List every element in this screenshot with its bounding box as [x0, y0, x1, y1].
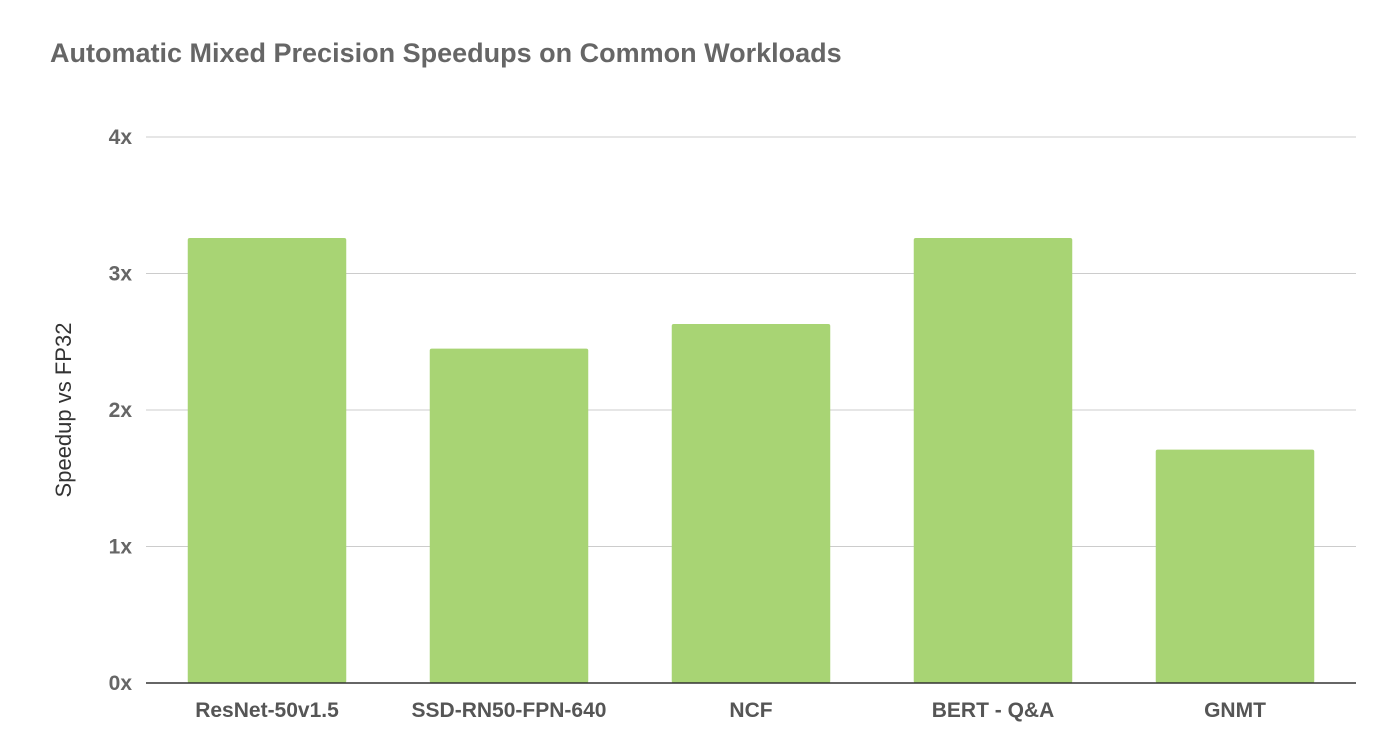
x-tick-label: NCF	[729, 699, 772, 722]
bar-2	[671, 324, 831, 683]
x-tick-label: GNMT	[1204, 699, 1266, 722]
x-tick-label: BERT - Q&A	[932, 699, 1055, 722]
labels: 0x 1x 2x 3x 4x ResNet-50v1.5 SSD-RN50-FPN-640 N…	[109, 126, 1266, 722]
y-tick-label: 0x	[109, 672, 133, 695]
bar-1	[429, 348, 589, 683]
y-axis-title: Speedup vs FP32	[51, 323, 76, 498]
bar-3	[913, 238, 1073, 683]
y-tick-label: 1x	[109, 536, 133, 559]
y-tick-label: 4x	[109, 126, 133, 149]
y-tick-label: 3x	[109, 263, 133, 286]
bar-0	[187, 238, 347, 683]
x-tick-label: ResNet-50v1.5	[195, 699, 339, 722]
y-tick-label: 2x	[109, 399, 133, 422]
x-tick-label: SSD-RN50-FPN-640	[412, 699, 607, 722]
bars	[187, 238, 1315, 683]
chart-title: Automatic Mixed Precision Speedups on Co…	[50, 38, 842, 68]
bar-4	[1155, 449, 1315, 683]
